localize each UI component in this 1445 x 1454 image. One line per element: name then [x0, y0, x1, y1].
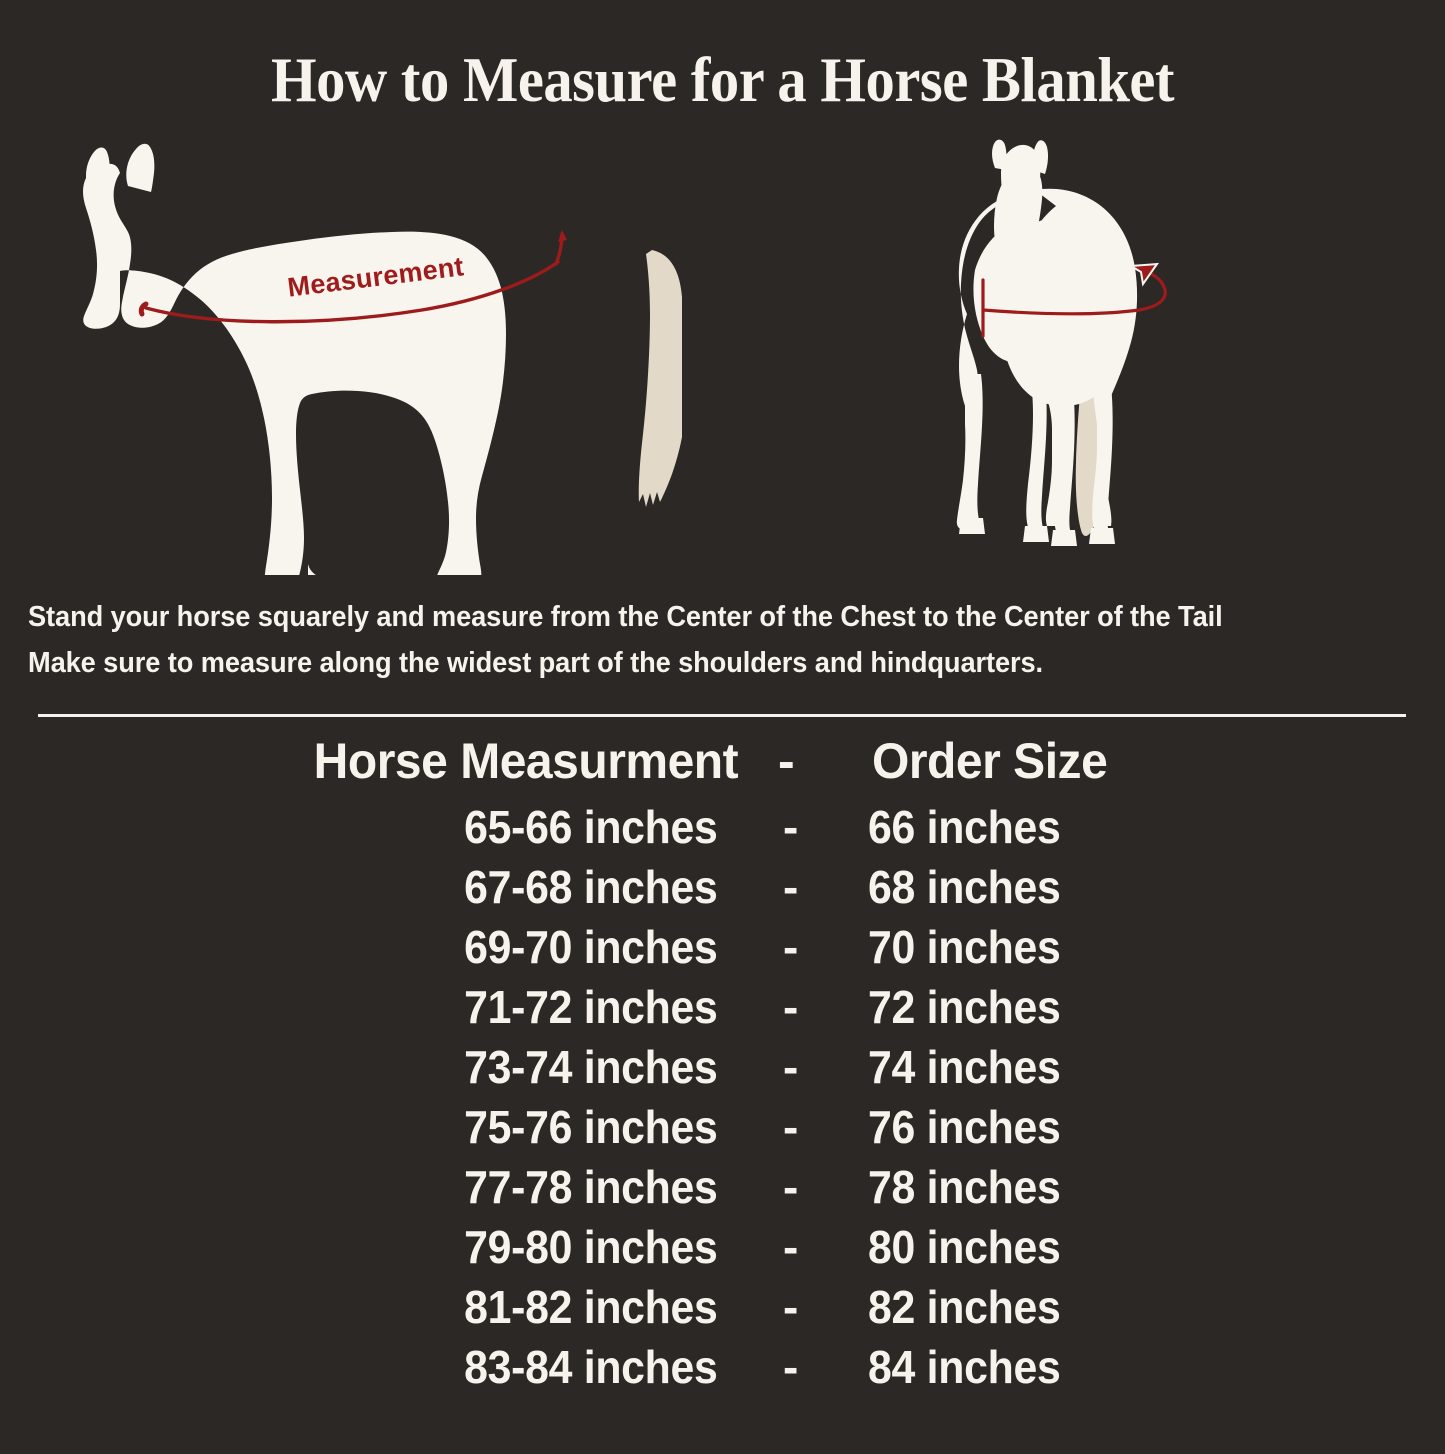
header-measurement: Horse Measurment [313, 733, 739, 789]
row-order-size: 66 inches [868, 801, 1061, 853]
table-row: 81-82 inches - 82 inches [0, 1280, 1445, 1340]
row-dash: - [783, 801, 799, 853]
table-row: 71-72 inches - 72 inches [0, 980, 1445, 1040]
table-header-row: Horse Measurment - Order Size [0, 732, 1445, 800]
row-order-size: 82 inches [868, 1281, 1061, 1333]
table-row: 75-76 inches - 76 inches [0, 1100, 1445, 1160]
table-row: 79-80 inches - 80 inches [0, 1220, 1445, 1280]
row-measurement: 73-74 inches [464, 1041, 719, 1093]
row-measurement: 79-80 inches [464, 1221, 719, 1273]
rear-hoof-1-shape [959, 518, 985, 534]
row-dash: - [783, 1101, 799, 1153]
rear-hind-leg-right-shape [1092, 386, 1113, 532]
section-divider [38, 714, 1406, 717]
instructions-line-1: Stand your horse squarely and measure fr… [28, 601, 1223, 633]
row-dash: - [783, 861, 799, 913]
table-row: 65-66 inches - 66 inches [0, 800, 1445, 860]
row-order-size: 74 inches [868, 1041, 1061, 1093]
row-dash: - [783, 1041, 799, 1093]
row-measurement: 67-68 inches [464, 861, 719, 913]
measurement-arrow-tip-shape [558, 230, 567, 242]
row-measurement: 71-72 inches [464, 981, 719, 1033]
row-order-size: 76 inches [868, 1101, 1061, 1153]
horse-tail-shape [638, 250, 682, 507]
horse-body-shape [83, 163, 506, 575]
header-order-size: Order Size [872, 733, 1108, 789]
table-row: 73-74 inches - 74 inches [0, 1040, 1445, 1100]
horse-ear-left-shape [86, 147, 110, 194]
table-row: 77-78 inches - 78 inches [0, 1160, 1445, 1220]
rear-ear-right-shape [1032, 140, 1049, 174]
illustration-area: Measurement [0, 130, 1445, 575]
row-order-size: 70 inches [868, 921, 1061, 973]
horse-rear-view-svg [956, 139, 1167, 546]
measurement-chest-anchor [138, 301, 149, 317]
row-measurement: 81-82 inches [464, 1281, 719, 1333]
row-dash: - [783, 1341, 799, 1393]
page-title: How to Measure for a Horse Blanket [270, 45, 1175, 115]
rear-head-shape [1001, 144, 1041, 215]
row-order-size: 72 inches [868, 981, 1061, 1033]
rear-hoof-4-shape [1089, 528, 1115, 544]
rear-hoof-3-shape [1051, 530, 1077, 546]
table-row: 67-68 inches - 68 inches [0, 860, 1445, 920]
instructions-line-2: Make sure to measure along the widest pa… [28, 647, 1044, 679]
row-measurement: 65-66 inches [464, 801, 719, 853]
row-measurement: 83-84 inches [464, 1341, 719, 1393]
size-table: Horse Measurment - Order Size 65-66 inch… [0, 732, 1445, 1400]
table-row: 69-70 inches - 70 inches [0, 920, 1445, 980]
rear-hind-leg-left-shape [1054, 388, 1075, 534]
row-dash: - [783, 921, 799, 973]
measurement-line-arc [144, 260, 560, 324]
horse-ear-right-shape [126, 143, 155, 192]
row-order-size: 80 inches [868, 1221, 1061, 1273]
header-dash: - [778, 733, 795, 789]
instructions-text: Stand your horse squarely and measure fr… [28, 594, 1357, 686]
row-order-size: 84 inches [868, 1341, 1061, 1393]
rear-ear-left-shape [992, 139, 1007, 170]
row-measurement: 75-76 inches [464, 1101, 719, 1153]
rear-chest-shape [973, 221, 1062, 363]
row-dash: - [783, 1281, 799, 1333]
row-order-size: 68 inches [868, 861, 1061, 913]
rear-measurement-line [981, 288, 1167, 316]
horse-side-view: Measurement [62, 130, 682, 575]
row-measurement: 69-70 inches [464, 921, 719, 973]
row-dash: - [783, 1161, 799, 1213]
row-dash: - [783, 1221, 799, 1273]
row-order-size: 78 inches [868, 1161, 1061, 1213]
rear-front-leg-left-shape [962, 374, 983, 522]
rear-hoof-2-shape [1023, 526, 1049, 542]
table-row: 83-84 inches - 84 inches [0, 1340, 1445, 1400]
row-measurement: 77-78 inches [464, 1161, 719, 1213]
rear-measurement-arrow-tip-shape [1127, 262, 1160, 287]
row-dash: - [783, 981, 799, 1033]
horse-side-view-svg [83, 143, 682, 575]
rear-front-leg-right-shape [1026, 382, 1047, 530]
horse-rear-view [925, 138, 1205, 568]
